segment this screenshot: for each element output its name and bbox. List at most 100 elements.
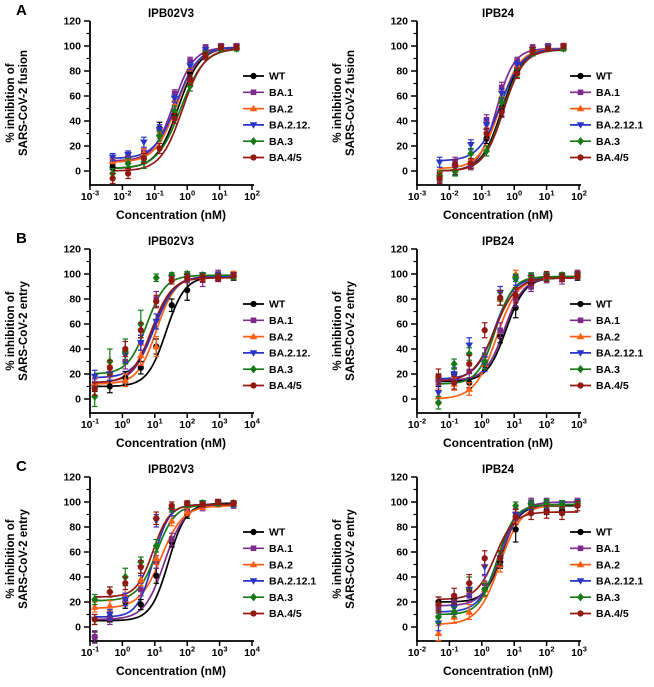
x-tick-label: 101: [212, 189, 228, 204]
y-tick-label: 100: [390, 497, 408, 509]
data-point-marker: [512, 273, 520, 282]
data-point-marker: [576, 560, 585, 568]
series-curve-WT: [437, 276, 579, 383]
data-point-marker: [156, 131, 164, 141]
data-point-marker: [577, 365, 584, 374]
series-points-BA.2: [108, 43, 241, 165]
data-point-marker: [483, 146, 491, 156]
data-point-marker: [576, 122, 585, 129]
data-point-marker: [124, 152, 132, 159]
data-point-marker: [199, 274, 206, 281]
data-point-marker: [577, 89, 584, 96]
data-point-marker: [481, 327, 488, 334]
x-tick-label: 102: [244, 189, 260, 204]
data-point-marker: [512, 526, 519, 533]
series-curve-BA.2.12.1: [437, 276, 579, 380]
series-points-BA.4/5: [91, 272, 237, 396]
plot-title: IPB24: [482, 8, 515, 20]
plot-a-ipb02v3: IPB02V3 0 20 40 60 80 100 120 10-3 10-2 10-1 100 101…: [5, 8, 311, 222]
data-point-marker: [435, 159, 444, 167]
plot-c-ipb02v3: IPB02V3 0 20 40 60 80 100 120 10-1 100 101 102 103 10…: [5, 464, 316, 678]
x-tick-label: 101: [147, 417, 163, 432]
legend-item-BA.2.12.1: BA.2.12.: [243, 348, 311, 360]
x-tick-label: 102: [179, 417, 195, 432]
data-point-marker: [498, 84, 505, 91]
data-point-marker: [91, 392, 99, 401]
data-point-marker: [529, 47, 536, 55]
series-points-BA.1: [435, 497, 581, 614]
data-point-marker: [201, 47, 210, 54]
y-axis-label-line1: % inhibition of: [5, 291, 17, 370]
legend-label: BA.3: [596, 592, 620, 604]
x-tick-label: 100: [474, 417, 490, 432]
data-point-marker: [250, 300, 257, 308]
x-tick-label: 101: [506, 417, 522, 432]
y-tick-label: 80: [396, 294, 408, 306]
data-point-marker: [152, 554, 161, 561]
data-point-marker: [435, 601, 442, 608]
series-points-BA.2.12.1: [108, 44, 241, 162]
legend-item-BA.4/5: BA.4/5: [243, 380, 302, 392]
x-tick-label: 10-1: [81, 417, 99, 432]
legend-item-WT: WT: [570, 527, 613, 539]
legend-label: BA.2: [596, 103, 620, 115]
legend-label: BA.4/5: [269, 152, 302, 164]
legend-item-WT: WT: [570, 71, 613, 83]
data-point-marker: [109, 175, 116, 182]
plot-cell-a-ipb24: IPB24 0 20 40 60 80 100 120 10-3 10-2 10-1 100 101 10…: [327, 1, 654, 229]
legend-item-BA.2.12.1: BA.2.12.1: [243, 576, 316, 588]
y-tick-label: 120: [63, 16, 81, 28]
data-point-marker: [436, 175, 443, 182]
data-point-marker: [467, 160, 474, 167]
data-point-marker: [152, 273, 160, 282]
legend-item-BA.2.12.1: BA.2.12.1: [570, 348, 643, 360]
data-point-marker: [217, 44, 225, 51]
data-point-marker: [497, 90, 506, 98]
data-point-marker: [249, 560, 258, 568]
data-point-marker: [155, 127, 164, 134]
data-point-marker: [153, 298, 160, 305]
legend-item-BA.1: BA.1: [570, 543, 620, 555]
y-axis-label-line1: % inhibition of: [5, 519, 17, 598]
legend-label: BA.3: [596, 364, 620, 376]
y-tick-label: 60: [396, 91, 408, 103]
series-points-BA.4/5: [435, 270, 581, 390]
x-axis-label: Concentration (nM): [443, 208, 553, 222]
y-tick-label: 40: [69, 116, 81, 128]
legend-label: BA.1: [269, 543, 293, 555]
legend-label: BA.3: [269, 136, 293, 148]
plot-b-ipb24: IPB24 0 20 40 60 80 100 120 10-2 10-1 100 101 102 103…: [332, 236, 643, 450]
y-tick-label: 100: [63, 269, 81, 281]
x-tick-label: 104: [244, 417, 261, 432]
data-point-marker: [171, 90, 178, 97]
data-point-marker: [215, 274, 222, 281]
y-tick-label: 80: [69, 294, 81, 306]
legend-item-BA.4/5: BA.4/5: [570, 380, 629, 392]
legend-label: BA.4/5: [269, 608, 302, 620]
legend-label: BA.2.12.1: [269, 576, 316, 588]
data-point-marker: [576, 350, 585, 357]
legend-label: BA.2: [596, 331, 620, 343]
data-point-marker: [106, 601, 114, 609]
data-point-marker: [512, 292, 519, 299]
data-point-marker: [230, 500, 237, 507]
data-point-marker: [124, 159, 132, 168]
x-tick-label: 100: [114, 645, 130, 660]
data-point-marker: [574, 272, 581, 279]
data-point-marker: [434, 398, 442, 407]
series-curve-BA.4/5: [93, 276, 235, 384]
y-tick-label: 60: [69, 319, 81, 331]
legend-label: WT: [269, 299, 286, 311]
data-point-marker: [170, 95, 179, 103]
legend-item-BA.1: BA.1: [570, 87, 620, 99]
data-point-marker: [250, 593, 257, 602]
data-point-marker: [434, 629, 443, 636]
plot-c-ipb24: IPB24 0 20 40 60 80 100 120 10-2 10-1 100 101 102 103…: [332, 464, 643, 678]
data-point-marker: [250, 528, 257, 536]
legend-label: BA.2: [269, 103, 293, 115]
x-tick-label: 103: [212, 417, 228, 432]
data-point-marker: [90, 373, 99, 381]
y-tick-label: 80: [69, 522, 81, 534]
y-axis-label-line1: % inhibition of: [332, 291, 344, 370]
plot-title: IPB24: [482, 236, 515, 248]
